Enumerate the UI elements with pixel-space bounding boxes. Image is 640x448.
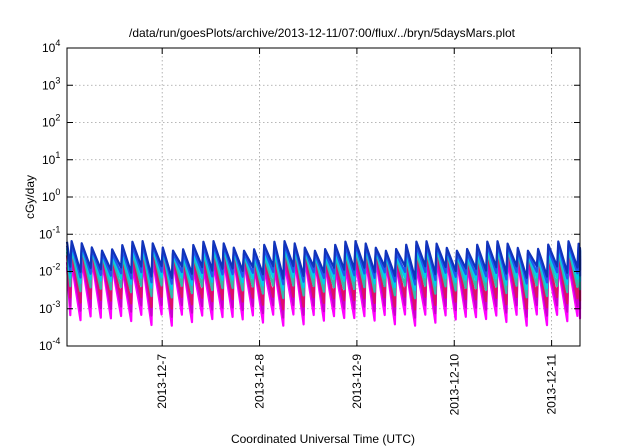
x-axis-label: Coordinated Universal Time (UTC): [231, 432, 415, 446]
y-tick-label: 101: [42, 150, 60, 167]
series-group: [65, 240, 582, 327]
y-tick-label: 10-3: [39, 299, 60, 316]
x-tick-label: 2013-12-8: [253, 354, 267, 409]
axes: 10-4 10-3 10-2 10-1 100 101 102 103 104 2013-12-7…: [39, 38, 580, 415]
y-tick-label: 103: [42, 75, 60, 92]
y-tick-label: 100: [42, 187, 60, 204]
y-axis-label: cGy/day: [23, 175, 37, 219]
y-tick-label: 10-4: [39, 336, 60, 353]
plot-area-frame: [66, 47, 581, 347]
x-tick-label: 2013-12-10: [447, 354, 461, 416]
x-tick-label: 2013-12-11: [545, 354, 559, 415]
x-tick-label: 2013-12-7: [155, 354, 169, 409]
x-tick-label: 2013-12-9: [350, 354, 364, 409]
y-tick-label: 10-1: [39, 224, 60, 241]
series-line: [65, 240, 582, 280]
y-tick-label: 104: [42, 38, 60, 55]
y-tick-label: 10-2: [39, 262, 60, 279]
chart-title: /data/run/goesPlots/archive/2013-12-11/0…: [129, 26, 516, 40]
y-tick-label: 102: [42, 113, 60, 130]
